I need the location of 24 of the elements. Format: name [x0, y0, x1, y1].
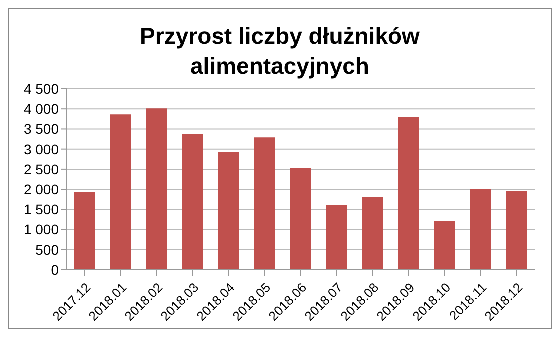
bar — [398, 117, 420, 270]
y-tick-label: 500 — [36, 242, 60, 258]
y-tick-label: 3 000 — [24, 141, 60, 158]
bar — [218, 152, 240, 270]
y-tick-label: 4 000 — [24, 101, 60, 118]
bar — [326, 205, 348, 270]
y-tick-label: 1 500 — [24, 202, 60, 218]
chart-title: Przyrost liczby dłużników alimentacyjnych — [139, 22, 421, 81]
y-tick-label: 2 000 — [24, 182, 60, 198]
bar — [110, 114, 132, 270]
bar — [74, 192, 96, 270]
y-tick-label: 0 — [51, 262, 60, 278]
y-tick-label: 3 500 — [24, 121, 60, 138]
bar — [362, 197, 384, 270]
y-tick-label: 1 000 — [24, 222, 60, 238]
bar — [470, 189, 492, 270]
bar — [146, 108, 168, 270]
bar — [182, 134, 204, 270]
y-tick-label: 4 500 — [24, 80, 60, 97]
bar — [506, 191, 528, 270]
bar — [254, 138, 276, 270]
y-tick-label: 2 500 — [24, 161, 60, 178]
bar — [434, 221, 456, 270]
bar — [290, 168, 312, 270]
